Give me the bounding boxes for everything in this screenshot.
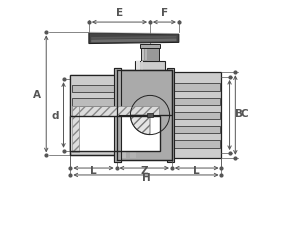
Bar — [171, 141, 220, 148]
Polygon shape — [91, 39, 176, 43]
Bar — [72, 107, 159, 117]
Bar — [70, 117, 160, 151]
Text: H: H — [142, 172, 150, 182]
Bar — [136, 62, 140, 70]
Text: d: d — [51, 110, 59, 121]
Bar — [146, 113, 154, 118]
Bar — [70, 75, 119, 156]
Bar — [72, 107, 79, 152]
Bar — [72, 126, 118, 133]
Polygon shape — [130, 116, 150, 135]
Bar — [171, 98, 220, 106]
Bar — [72, 85, 118, 93]
Bar — [72, 85, 118, 93]
Bar — [70, 75, 119, 116]
Text: B: B — [235, 108, 243, 118]
Text: C: C — [240, 108, 248, 118]
Bar — [114, 68, 121, 163]
Bar — [117, 71, 172, 160]
Text: L: L — [90, 165, 97, 175]
Bar — [72, 139, 118, 146]
Bar — [70, 75, 119, 156]
Bar — [169, 73, 221, 158]
Text: L: L — [194, 165, 200, 175]
Polygon shape — [89, 34, 179, 44]
Bar — [171, 84, 220, 91]
Text: Z: Z — [140, 165, 148, 175]
Bar — [72, 99, 118, 106]
Bar — [72, 112, 118, 120]
Bar — [171, 112, 220, 120]
Bar — [135, 61, 165, 71]
Text: E: E — [116, 8, 123, 18]
Bar — [117, 71, 172, 116]
Bar — [171, 126, 220, 134]
Polygon shape — [91, 37, 176, 40]
Bar — [146, 50, 147, 61]
Polygon shape — [89, 33, 179, 35]
Bar — [140, 45, 160, 49]
Text: F: F — [161, 8, 168, 18]
Bar — [141, 62, 143, 70]
Bar — [142, 50, 144, 61]
Bar — [167, 68, 174, 163]
Bar — [70, 117, 160, 151]
Bar — [72, 99, 118, 106]
Bar — [117, 71, 172, 116]
Bar — [114, 68, 121, 163]
Bar — [119, 73, 126, 158]
Bar — [141, 49, 159, 61]
Text: A: A — [32, 89, 40, 100]
Bar — [130, 73, 136, 158]
